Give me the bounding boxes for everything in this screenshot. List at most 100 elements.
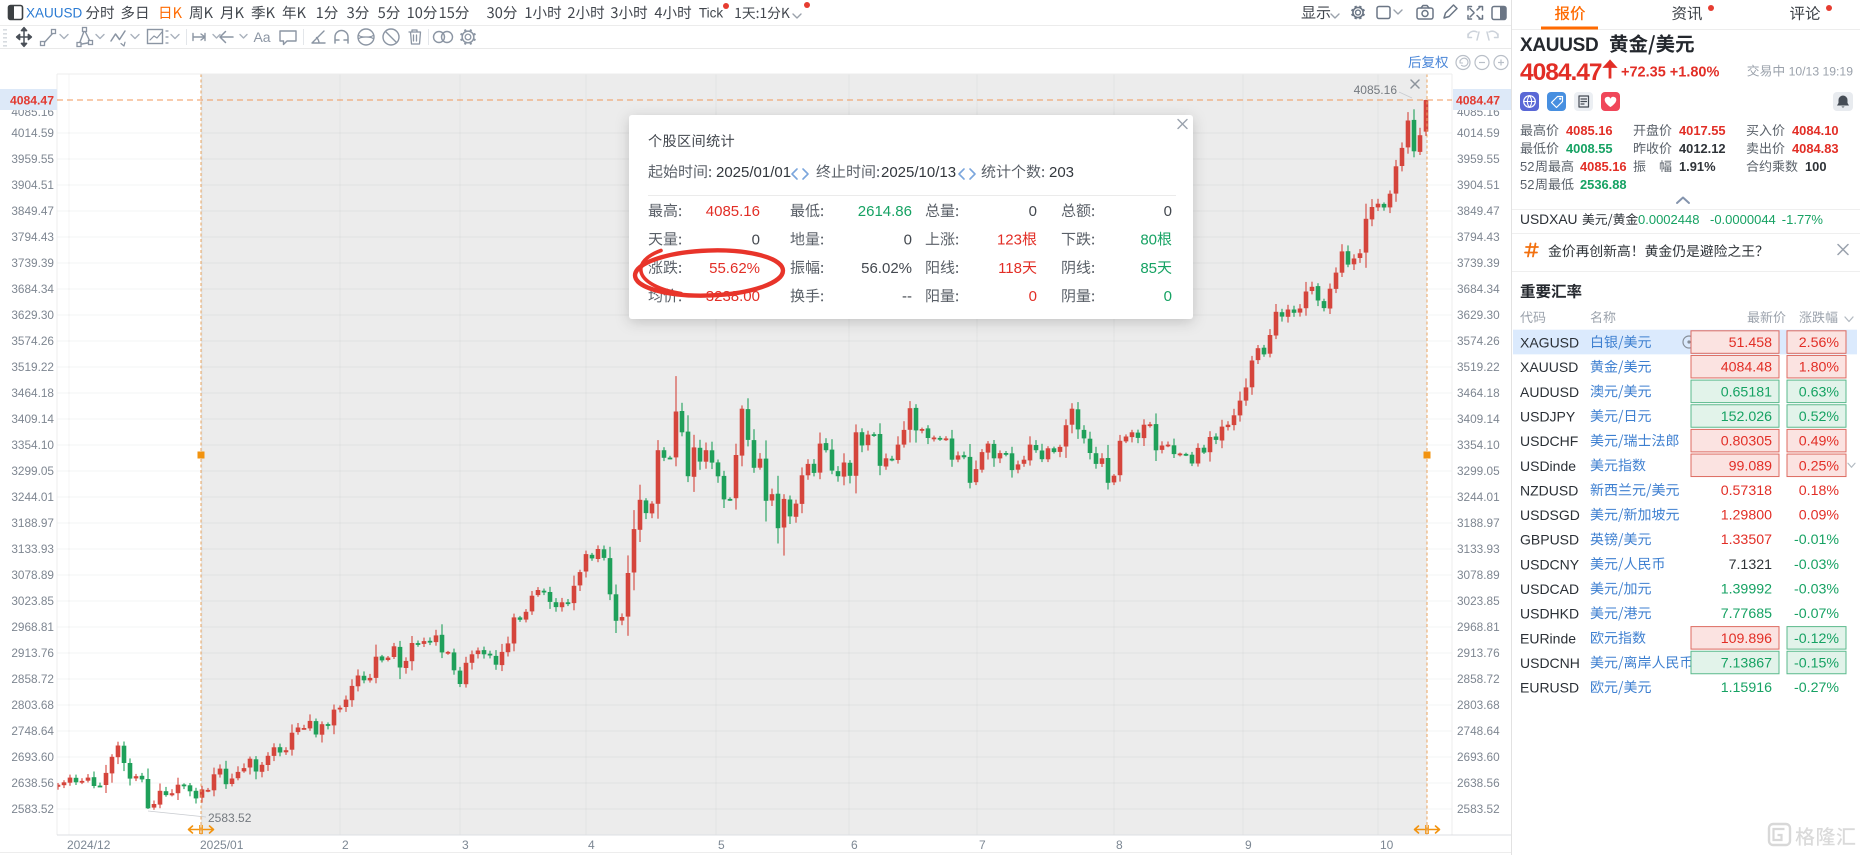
svg-text:+72.35 +1.80%: +72.35 +1.80%	[1621, 65, 1719, 81]
svg-text:2693.60: 2693.60	[11, 750, 54, 764]
svg-text:0.0002448: 0.0002448	[1638, 212, 1699, 227]
svg-text:2968.81: 2968.81	[1457, 620, 1500, 634]
svg-text:56.02%: 56.02%	[861, 260, 912, 277]
svg-text:3959.55: 3959.55	[1457, 152, 1500, 166]
svg-text:-1.77%: -1.77%	[1782, 212, 1824, 227]
svg-text:3629.30: 3629.30	[1457, 308, 1500, 322]
svg-text:Tick: Tick	[699, 6, 723, 21]
svg-text:1.91%: 1.91%	[1679, 159, 1716, 174]
svg-text:0: 0	[1029, 288, 1037, 305]
svg-text:4085.16: 4085.16	[1580, 159, 1627, 174]
svg-text:0: 0	[752, 231, 760, 248]
svg-text:51.458: 51.458	[1729, 335, 1773, 351]
svg-text:52: 52	[1520, 177, 1534, 192]
svg-text:3904.51: 3904.51	[1457, 178, 1500, 192]
svg-text:NZDUSD: NZDUSD	[1520, 482, 1578, 498]
svg-text:100: 100	[1805, 159, 1827, 174]
svg-text:0.18%: 0.18%	[1799, 483, 1840, 499]
svg-text:4008.55: 4008.55	[1566, 141, 1613, 156]
svg-text:2025/10/13: 2025/10/13	[881, 164, 956, 181]
svg-text:Aa: Aa	[253, 29, 270, 45]
svg-text:USDHKD: USDHKD	[1520, 606, 1579, 622]
svg-text:8: 8	[1116, 838, 1123, 852]
svg-text:2614.86: 2614.86	[858, 203, 912, 220]
svg-text:118: 118	[998, 260, 1022, 277]
svg-text:109.896: 109.896	[1721, 631, 1772, 647]
svg-text:0.25%: 0.25%	[1799, 458, 1840, 474]
svg-text:0.80305: 0.80305	[1721, 434, 1772, 450]
svg-text:0.52%: 0.52%	[1799, 409, 1840, 425]
svg-text:10/13 19:19: 10/13 19:19	[1789, 65, 1854, 79]
svg-text:2803.68: 2803.68	[11, 698, 54, 712]
svg-text:XAUUSD: XAUUSD	[26, 6, 83, 21]
svg-text:USDCNY: USDCNY	[1520, 556, 1580, 572]
svg-text:2024/12: 2024/12	[67, 838, 111, 852]
svg-text:4012.12: 4012.12	[1679, 141, 1726, 156]
svg-text:3023.85: 3023.85	[11, 594, 54, 608]
svg-text:3794.43: 3794.43	[1457, 230, 1500, 244]
svg-text:3: 3	[462, 838, 469, 852]
svg-text:0: 0	[1164, 288, 1172, 305]
svg-text:AUDUSD: AUDUSD	[1520, 384, 1579, 400]
svg-text:4: 4	[588, 838, 595, 852]
svg-text:3849.47: 3849.47	[11, 204, 54, 218]
svg-text:1.15916: 1.15916	[1721, 680, 1772, 696]
svg-text:3574.26: 3574.26	[11, 334, 54, 348]
svg-text:0: 0	[1029, 203, 1037, 220]
svg-text:USDSGD: USDSGD	[1520, 507, 1580, 523]
svg-text:EURinde: EURinde	[1520, 630, 1576, 646]
svg-text:3188.97: 3188.97	[11, 516, 54, 530]
svg-text:4084.10: 4084.10	[1792, 123, 1839, 138]
svg-text:-0.15%: -0.15%	[1794, 655, 1839, 671]
svg-text:3133.93: 3133.93	[1457, 542, 1500, 556]
svg-text:3244.01: 3244.01	[1457, 490, 1500, 504]
svg-text:7: 7	[979, 838, 986, 852]
svg-text:2968.81: 2968.81	[11, 620, 54, 634]
svg-text:2913.76: 2913.76	[1457, 646, 1500, 660]
svg-text:2.56%: 2.56%	[1799, 335, 1840, 351]
svg-text:3519.22: 3519.22	[1457, 360, 1500, 374]
svg-text:GBPUSD: GBPUSD	[1520, 532, 1579, 548]
svg-text:7.77685: 7.77685	[1721, 606, 1772, 622]
svg-text:3959.55: 3959.55	[11, 152, 54, 166]
svg-text:0.09%: 0.09%	[1799, 508, 1840, 524]
svg-text:2638.56: 2638.56	[1457, 776, 1500, 790]
svg-text:2803.68: 2803.68	[1457, 698, 1500, 712]
svg-text:4084.47: 4084.47	[1520, 59, 1602, 86]
svg-text:3629.30: 3629.30	[11, 308, 54, 322]
svg-text:-0.03%: -0.03%	[1794, 582, 1839, 598]
svg-text:-0.01%: -0.01%	[1794, 532, 1839, 548]
svg-text:-0.07%: -0.07%	[1794, 606, 1839, 622]
svg-text:2025/01/01: 2025/01/01	[716, 164, 791, 181]
svg-text:203: 203	[1049, 164, 1074, 181]
svg-text:3409.14: 3409.14	[1457, 412, 1500, 426]
svg-text:3739.39: 3739.39	[11, 256, 54, 270]
svg-text:3464.18: 3464.18	[11, 386, 54, 400]
svg-text:2583.52: 2583.52	[1457, 802, 1500, 816]
svg-text:4084.47: 4084.47	[1456, 94, 1500, 108]
svg-text:0.57318: 0.57318	[1721, 483, 1772, 499]
svg-text:2858.72: 2858.72	[11, 672, 54, 686]
svg-text:2858.72: 2858.72	[1457, 672, 1500, 686]
svg-text:USDCHF: USDCHF	[1520, 433, 1578, 449]
svg-text:0.63%: 0.63%	[1799, 384, 1840, 400]
svg-text:85: 85	[1140, 260, 1157, 277]
svg-text:7.13867: 7.13867	[1721, 655, 1772, 671]
svg-text:EURUSD: EURUSD	[1520, 680, 1579, 696]
svg-text:USDCAD: USDCAD	[1520, 581, 1579, 597]
svg-text:USDJPY: USDJPY	[1520, 408, 1576, 424]
svg-text:--: --	[902, 288, 912, 305]
svg-text:XAGUSD: XAGUSD	[1520, 335, 1579, 351]
svg-text:4085.16: 4085.16	[1566, 123, 1613, 138]
svg-text:2583.52: 2583.52	[11, 802, 54, 816]
svg-text:0: 0	[1164, 203, 1172, 220]
svg-text:3904.51: 3904.51	[11, 178, 54, 192]
svg-text:1.39992: 1.39992	[1721, 582, 1772, 598]
svg-text:3244.01: 3244.01	[11, 490, 54, 504]
svg-text:XAUUSD: XAUUSD	[1520, 359, 1578, 375]
svg-text:3078.89: 3078.89	[11, 568, 54, 582]
svg-text:2638.56: 2638.56	[11, 776, 54, 790]
svg-text:4085.16: 4085.16	[706, 203, 760, 220]
svg-text:9: 9	[1245, 838, 1252, 852]
svg-text:4014.59: 4014.59	[11, 126, 54, 140]
